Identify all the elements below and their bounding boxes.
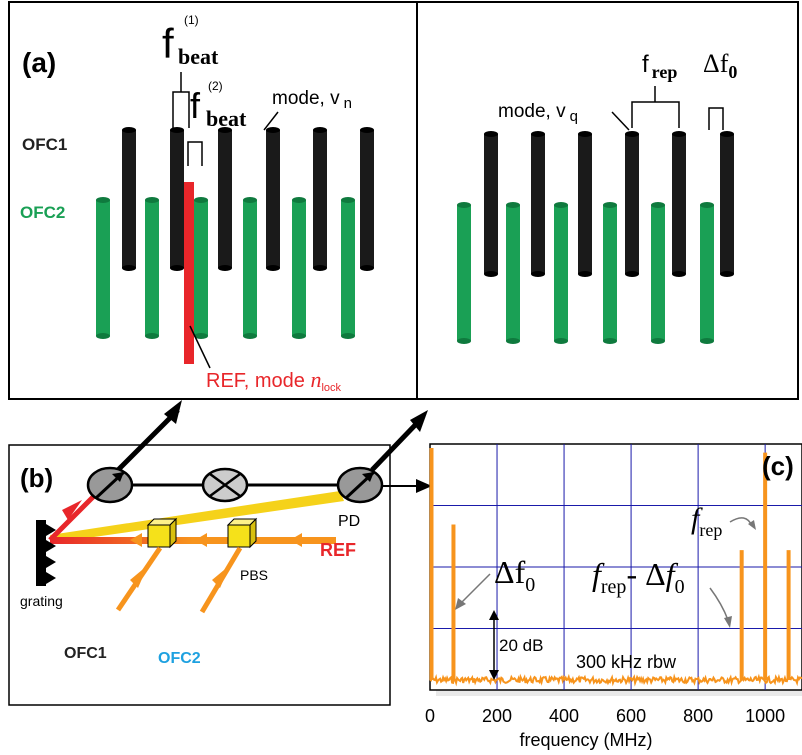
x-tick-200: 200 bbox=[482, 706, 512, 726]
ofc1-label-a: OFC1 bbox=[22, 135, 67, 154]
ofc1-bar-right-4 bbox=[625, 131, 639, 277]
x-tick-400: 400 bbox=[549, 706, 579, 726]
grating-label: grating bbox=[20, 593, 63, 609]
yellow-beam bbox=[50, 491, 344, 543]
x-tick-800: 800 bbox=[683, 706, 713, 726]
ofc2-bar-right-2 bbox=[506, 202, 520, 344]
ref-mode-label: REF, mode nlock bbox=[206, 367, 342, 394]
arrow-head-up-right bbox=[410, 410, 428, 432]
rbw-label: 300 kHz rbw bbox=[576, 652, 677, 672]
grating-icon bbox=[36, 520, 56, 586]
mirror-left-icon bbox=[86, 466, 134, 504]
ofc2-bar-left-5 bbox=[292, 197, 306, 339]
panel-a-label: (a) bbox=[22, 47, 56, 78]
scale-label: 20 dB bbox=[499, 636, 543, 655]
ofc1-bar-left-2 bbox=[170, 127, 184, 271]
ofc2-bar-right-6 bbox=[700, 202, 714, 344]
arrow-head-up-left bbox=[164, 400, 182, 424]
mixer-icon bbox=[201, 467, 249, 503]
mode-n-pointer bbox=[263, 111, 279, 131]
panel-c-label: (c) bbox=[762, 451, 794, 481]
df0-label-a: Δf0 bbox=[703, 49, 737, 82]
ofc1-bar-left-3 bbox=[218, 127, 232, 271]
x-tick-600: 600 bbox=[616, 706, 646, 726]
ofc2-label-b: OFC2 bbox=[158, 650, 201, 667]
ofc2-bar-right-5 bbox=[651, 202, 665, 344]
mode-q-pointer bbox=[611, 111, 630, 131]
panel-a: (a) OFC1 OFC2 f (1) beat f (2) beat mode… bbox=[8, 1, 799, 400]
ofc2-bars-left bbox=[96, 197, 355, 339]
ofc1-bar-right-2 bbox=[531, 131, 545, 277]
ofc1-bar-right-5 bbox=[672, 131, 686, 277]
ofc1-bar-left-1 bbox=[122, 127, 136, 271]
ofc2-bar-left-3 bbox=[194, 197, 208, 339]
ofc2-bars-right bbox=[457, 202, 714, 344]
ref-pointer bbox=[189, 325, 211, 369]
panel-c: 0 200 400 600 800 1000 (c) frep frep- Δf0 Δf0… bbox=[425, 443, 802, 750]
spectrum-peaks bbox=[429, 448, 791, 680]
panel-b-label: (b) bbox=[20, 463, 53, 493]
pd-label: PD bbox=[338, 513, 360, 530]
fbeat1-bracket bbox=[172, 72, 190, 128]
red-beam-up bbox=[48, 488, 102, 542]
fbeat1-label: f bbox=[162, 20, 174, 67]
x-tick-0: 0 bbox=[425, 706, 435, 726]
ref-label-b: REF bbox=[320, 540, 356, 560]
frep-bracket bbox=[631, 86, 680, 128]
ofc2-bar-left-6 bbox=[341, 197, 355, 339]
fbeat2-label: f bbox=[190, 85, 201, 126]
ofc1-bar-right-1 bbox=[484, 131, 498, 277]
ofc1-bar-left-5 bbox=[313, 127, 327, 271]
ofc1-bar-right-3 bbox=[578, 131, 592, 277]
pbs-cube-2 bbox=[226, 517, 258, 549]
ofc2-bar-right-3 bbox=[554, 202, 568, 344]
panel-a-frame bbox=[8, 1, 799, 400]
fbeat2-bracket bbox=[187, 141, 203, 166]
pbs-cube-1 bbox=[146, 517, 178, 549]
df0-bracket bbox=[708, 107, 724, 130]
ofc1-label-b: OFC1 bbox=[64, 645, 107, 662]
ofc2-bar-left-1 bbox=[96, 197, 110, 339]
ofc2-label-a: OFC2 bbox=[20, 203, 65, 222]
fbeat2-sub: beat bbox=[206, 106, 247, 131]
panel-b: (b) bbox=[8, 400, 432, 706]
ofc1-bar-left-4 bbox=[266, 127, 280, 271]
pbs-label: PBS bbox=[240, 567, 268, 583]
spectrum-trace bbox=[429, 673, 802, 687]
x-axis-label: frequency (MHz) bbox=[519, 730, 652, 750]
ofc2-bar-left-4 bbox=[243, 197, 257, 339]
photodetector-icon bbox=[336, 466, 384, 504]
ofc2-bar-right-1 bbox=[457, 202, 471, 344]
ofc1-bar-right-6 bbox=[720, 131, 734, 277]
ofc1-bar-left-6 bbox=[360, 127, 374, 271]
panel-b-frame bbox=[8, 444, 391, 706]
arrow-head-right bbox=[416, 479, 432, 493]
fbeat1-sub: beat bbox=[178, 44, 219, 69]
ofc2-bar-left-2 bbox=[145, 197, 159, 339]
ofc2-bar-right-4 bbox=[603, 202, 617, 344]
x-tick-1000: 1000 bbox=[745, 706, 785, 726]
fbeat2-sup: (2) bbox=[208, 79, 223, 93]
df0-pointer bbox=[459, 573, 491, 605]
fbeat1-sup: (1) bbox=[184, 13, 199, 27]
x-tick-labels: 0 200 400 600 800 1000 bbox=[425, 706, 785, 726]
ref-beam bbox=[50, 537, 336, 544]
frep-label-a: f rep bbox=[642, 51, 677, 82]
ofc1-bars-left bbox=[122, 127, 374, 271]
ofc1-bars-right bbox=[484, 131, 734, 277]
ref-bar bbox=[184, 182, 194, 364]
df0-label-c: Δf0 bbox=[494, 554, 535, 596]
